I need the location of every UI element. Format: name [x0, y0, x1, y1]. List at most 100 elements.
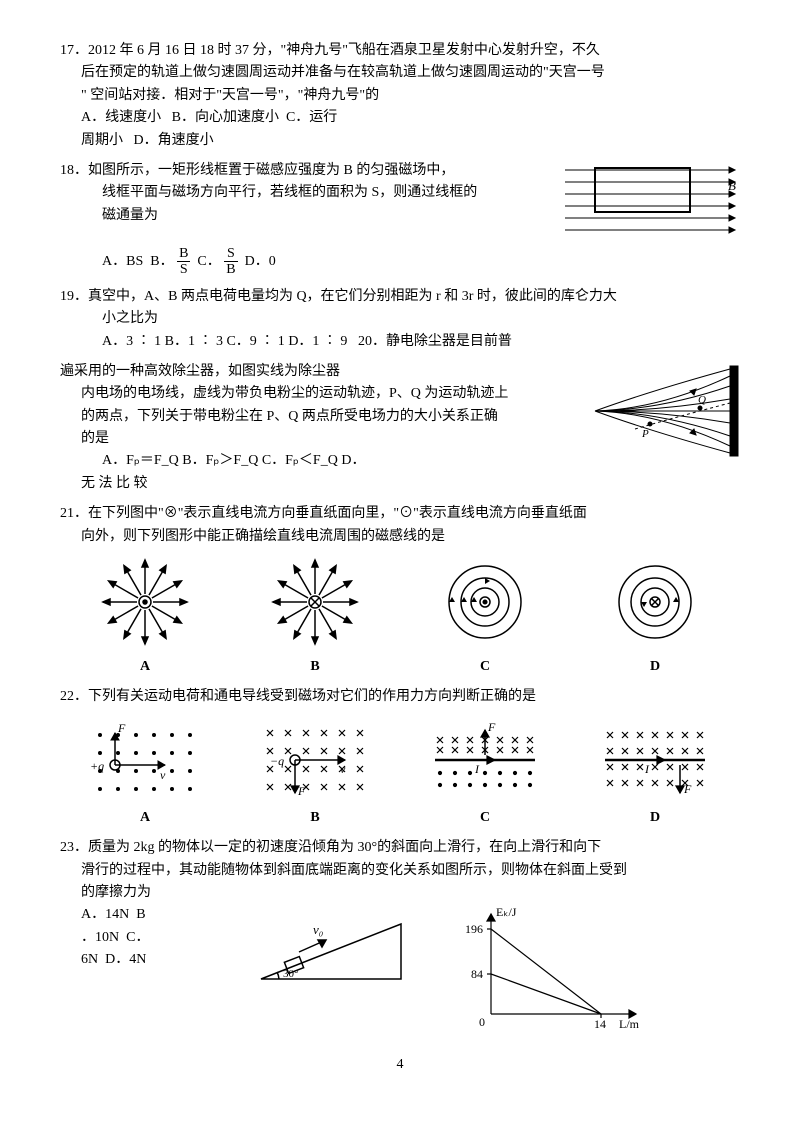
question-22: 22．下列有关运动电荷和通电导线受到磁场对它们的作用力方向判断正确的是 +q F… [60, 686, 740, 829]
q22B-q: −q [270, 754, 284, 768]
q19-optD: D．1 ∶ 9 [288, 334, 347, 349]
q23-ylabel: Eₖ/J [496, 905, 517, 919]
q22D-F: F [683, 782, 692, 796]
question-19: 19．真空中，A、B 两点电荷电量均为 Q，在它们分别相距为 r 和 3r 时，… [60, 286, 740, 353]
q19-optB: B．1 ∶ 3 [165, 334, 223, 349]
q20-figure: Q P [590, 361, 740, 461]
q22C-F: F [487, 720, 496, 734]
q21-figA: A [90, 554, 200, 678]
q20-optD: D． [341, 453, 365, 468]
q23-graph-figure: Eₖ/J 196 84 0 14 L/m [451, 904, 651, 1034]
q23-line1: 质量为 2kg 的物体以一定的初速度沿倾角为 30°的斜面向上滑行，在向上滑行和… [88, 840, 601, 855]
q20-optC: C．Fₚ＜F_Q [262, 453, 338, 468]
q17-optC2: 周期小 [81, 133, 123, 148]
q18-figure: B [560, 160, 740, 240]
q23-angle: 30° [283, 968, 298, 980]
q21-labelC: C [430, 656, 540, 678]
q20-optA: A．Fₚ＝F_Q [102, 453, 179, 468]
q23-y2: 84 [471, 967, 483, 981]
q18-num: 18． [60, 163, 88, 178]
q19-optC: C．9 ∶ 1 [226, 334, 284, 349]
q21-figD: D [600, 554, 710, 678]
q19-optA: A．3 ∶ 1 [102, 334, 161, 349]
q20-optB: B．Fₚ＞F_Q [182, 453, 258, 468]
q22C-I: I [474, 762, 480, 776]
q22B-F: F [297, 784, 306, 798]
q23-optB2: ．10N [81, 930, 119, 945]
q18-line3: 磁通量为 [60, 208, 158, 223]
q22A-F: F [117, 721, 126, 735]
question-21: 21．在下列图中"⊗"表示直线电流方向垂直纸面向里，"⊙"表示直线电流方向垂直纸… [60, 503, 740, 678]
q17-optA: A．线速度小 [81, 110, 161, 125]
q20-optD2: 无 法 比 较 [60, 476, 148, 491]
q18-optC-pre: C． [197, 254, 220, 269]
q23-line3: 的摩擦力为 [60, 885, 151, 900]
q23-incline-figure: v₀ 30° [241, 904, 421, 994]
page-number: 4 [60, 1054, 740, 1076]
q19-line1: 真空中，A、B 两点电荷电量均为 Q，在它们分别相距为 r 和 3r 时，彼此间… [88, 289, 617, 304]
q18-optD: D．0 [245, 254, 276, 269]
q17-line2: 后在预定的轨道上做匀速圆周运动并准备与在较高轨道上做匀速圆周运动的"天宫一号 [60, 65, 605, 80]
q22D-I: I [644, 762, 650, 776]
q23-optD: D．4N [105, 952, 146, 967]
q18-fig-B: B [728, 178, 736, 193]
q23-v0: v₀ [313, 922, 323, 937]
q22-figB: −q v F B [250, 715, 380, 829]
q20-line3: 的两点，下列关于带电粉尘在 P、Q 两点所受电场力的大小关系正确 [60, 409, 498, 424]
q21-figB: B [260, 554, 370, 678]
q22-line1: 下列有关运动电荷和通电导线受到磁场对它们的作用力方向判断正确的是 [88, 689, 536, 704]
question-20: Q P 遍采用的一种高效除尘器，如图实线为除尘器 内电场的电场线，虚线为带负电粉… [60, 361, 740, 495]
q18-optC-frac: SB [224, 246, 237, 278]
q22-num: 22． [60, 689, 88, 704]
q21-labelA: A [90, 656, 200, 678]
q22-labelB: B [250, 807, 380, 829]
q21-line1: 在下列图中"⊗"表示直线电流方向垂直纸面向里，"⊙"表示直线电流方向垂直纸面 [88, 506, 587, 521]
q17-optB: B．向心加速度小 [172, 110, 279, 125]
q22A-q: +q [90, 759, 104, 773]
q21-figC: C [430, 554, 540, 678]
q23-y1: 196 [465, 922, 483, 936]
q22-figA: +q F v A [80, 715, 210, 829]
q20-line4: 的是 [60, 431, 109, 446]
q17-line1: 2012 年 6 月 16 日 18 时 37 分，"神舟九号"飞船在酒泉卫星发… [88, 43, 600, 58]
q23-optB: B [136, 907, 145, 922]
q22-labelC: C [420, 807, 550, 829]
q17-optD: D．角速度小 [134, 133, 214, 148]
q23-line2: 滑行的过程中，其动能随物体到斜面底端距离的变化关系如图所示，则物体在斜面上受到 [60, 863, 627, 878]
q20-line0: 静电除尘器是目前普 [386, 334, 512, 349]
q17-num: 17． [60, 43, 88, 58]
q21-line2: 向外，则下列图形中能正确描绘直线电流周围的磁感线的是 [60, 529, 445, 544]
q18-optB-pre: B． [150, 254, 173, 269]
q18-line1: 如图所示，一矩形线框置于磁感应强度为 B 的匀强磁场中， [88, 163, 454, 178]
q23-num: 23． [60, 840, 88, 855]
q17-optC: C．运行 [286, 110, 337, 125]
q21-labelD: D [600, 656, 710, 678]
question-23: 23．质量为 2kg 的物体以一定的初速度沿倾角为 30°的斜面向上滑行，在向上… [60, 837, 740, 1034]
q20-num: 20． [358, 334, 386, 349]
q22A-v: v [160, 768, 166, 782]
q23-optC: C． [126, 930, 149, 945]
q22B-v: v [340, 762, 346, 776]
q17-line3: " 空间站对接．相对于"天宫一号"，"神舟九号"的 [60, 88, 379, 103]
q23-optC2: 6N [81, 952, 98, 967]
question-18: B 18．如图所示，一矩形线框置于磁感应强度为 B 的匀强磁场中， 线框平面与磁… [60, 160, 740, 278]
q21-num: 21． [60, 506, 88, 521]
q22-figD: F I D [590, 715, 720, 829]
q23-xlabel: L/m [619, 1017, 640, 1031]
q19-line2: 小之比为 [60, 311, 158, 326]
q23-optA: A．14N [81, 907, 129, 922]
q20-line2: 内电场的电场线，虚线为带负电粉尘的运动轨迹，P、Q 为运动轨迹上 [60, 386, 508, 401]
q21-labelB: B [260, 656, 370, 678]
q22-figC: F I C [420, 715, 550, 829]
q22-labelD: D [590, 807, 720, 829]
question-17: 17．2012 年 6 月 16 日 18 时 37 分，"神舟九号"飞船在酒泉… [60, 40, 740, 152]
q18-optA: A．BS [102, 254, 143, 269]
q22-labelA: A [80, 807, 210, 829]
q20-fig-P: P [641, 428, 649, 440]
q20-fig-Q: Q [698, 394, 706, 406]
q19-num: 19． [60, 289, 88, 304]
q23-y0: 0 [479, 1015, 485, 1029]
q20-line1: 遍采用的一种高效除尘器，如图实线为除尘器 [60, 364, 340, 379]
q23-x1: 14 [594, 1017, 606, 1031]
q18-line2: 线框平面与磁场方向平行，若线框的面积为 S，则通过线框的 [60, 185, 477, 200]
